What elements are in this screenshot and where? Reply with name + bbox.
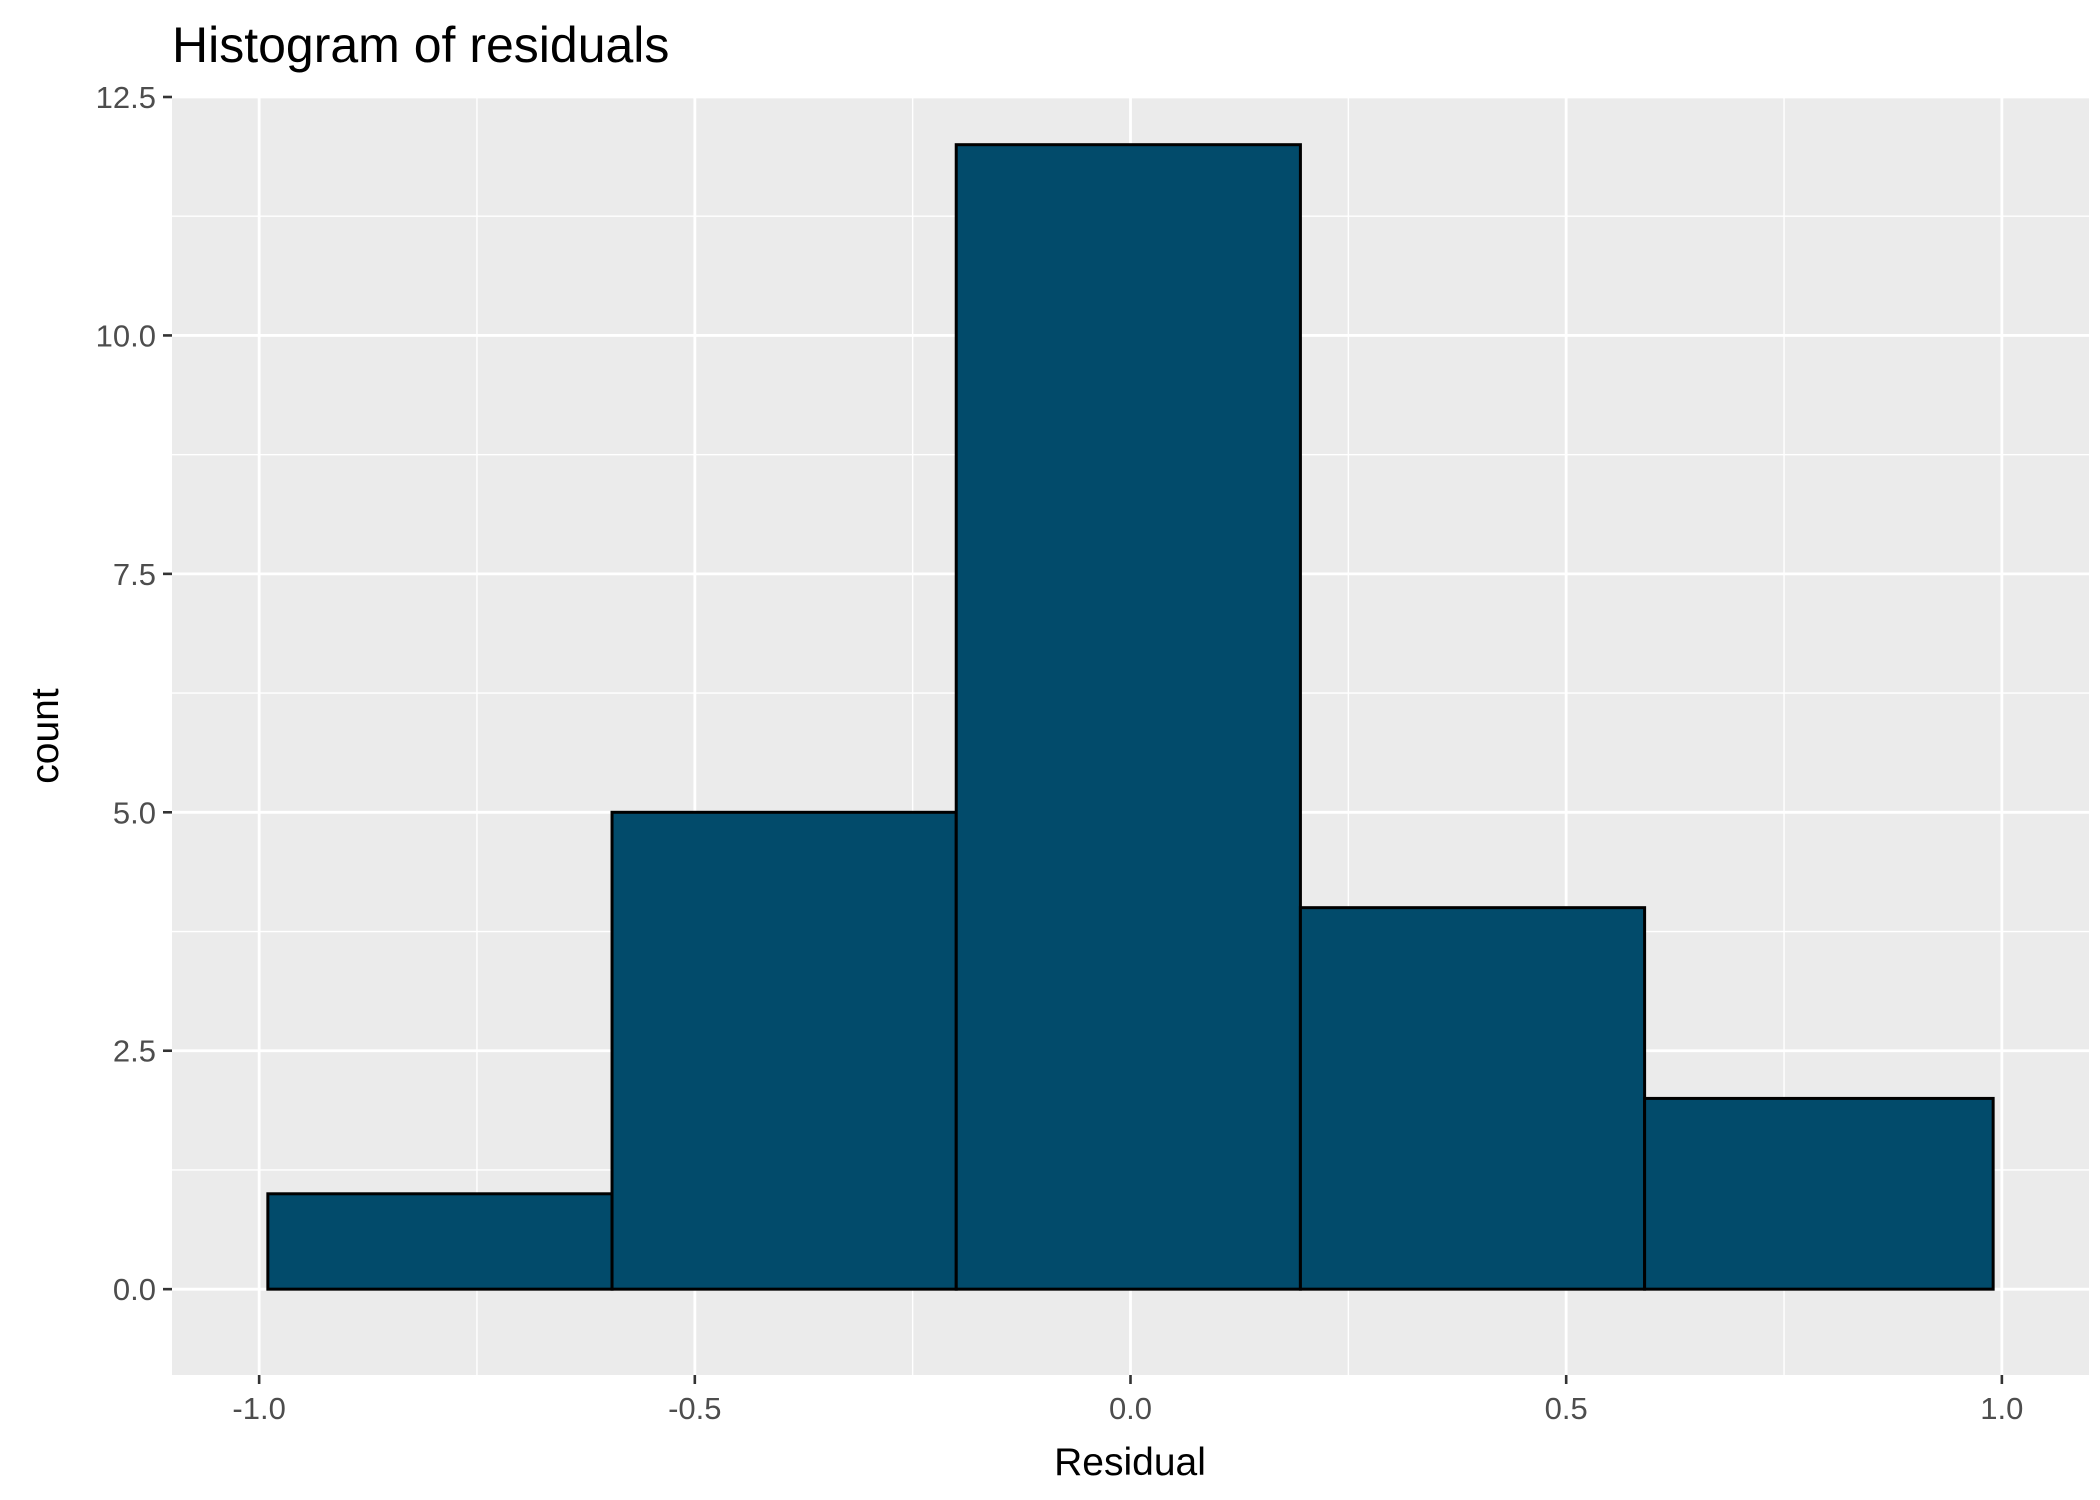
- histogram-bar: [954, 143, 1302, 1291]
- x-tick-label: 0.5: [1545, 1391, 1588, 1426]
- histogram-bars: [266, 143, 1995, 1291]
- histogram-bar: [610, 810, 958, 1291]
- histogram-bar: [1643, 1096, 1995, 1291]
- y-axis-title: count: [24, 688, 67, 784]
- histogram-bar: [1298, 906, 1647, 1291]
- x-tick-label: -0.5: [668, 1391, 721, 1426]
- chart-title: Histogram of residuals: [172, 17, 669, 73]
- x-tick-label: -1.0: [232, 1391, 285, 1426]
- y-tick-label: 7.5: [113, 557, 156, 592]
- y-axis: 0.0 2.5 5.0 7.5 10.0 12.5: [96, 80, 172, 1307]
- y-tick-label: 5.0: [113, 795, 156, 830]
- y-tick-label: 2.5: [113, 1034, 156, 1069]
- y-tick-label: 12.5: [96, 80, 156, 115]
- x-axis: -1.0 -0.5 0.0 0.5 1.0: [232, 1375, 2023, 1426]
- y-tick-label: 0.0: [113, 1272, 156, 1307]
- y-tick-label: 10.0: [96, 318, 156, 353]
- x-axis-title: Residual: [1054, 1441, 1206, 1484]
- histogram-bar: [266, 1192, 614, 1291]
- x-tick-label: 1.0: [1980, 1391, 2023, 1426]
- x-tick-label: 0.0: [1109, 1391, 1152, 1426]
